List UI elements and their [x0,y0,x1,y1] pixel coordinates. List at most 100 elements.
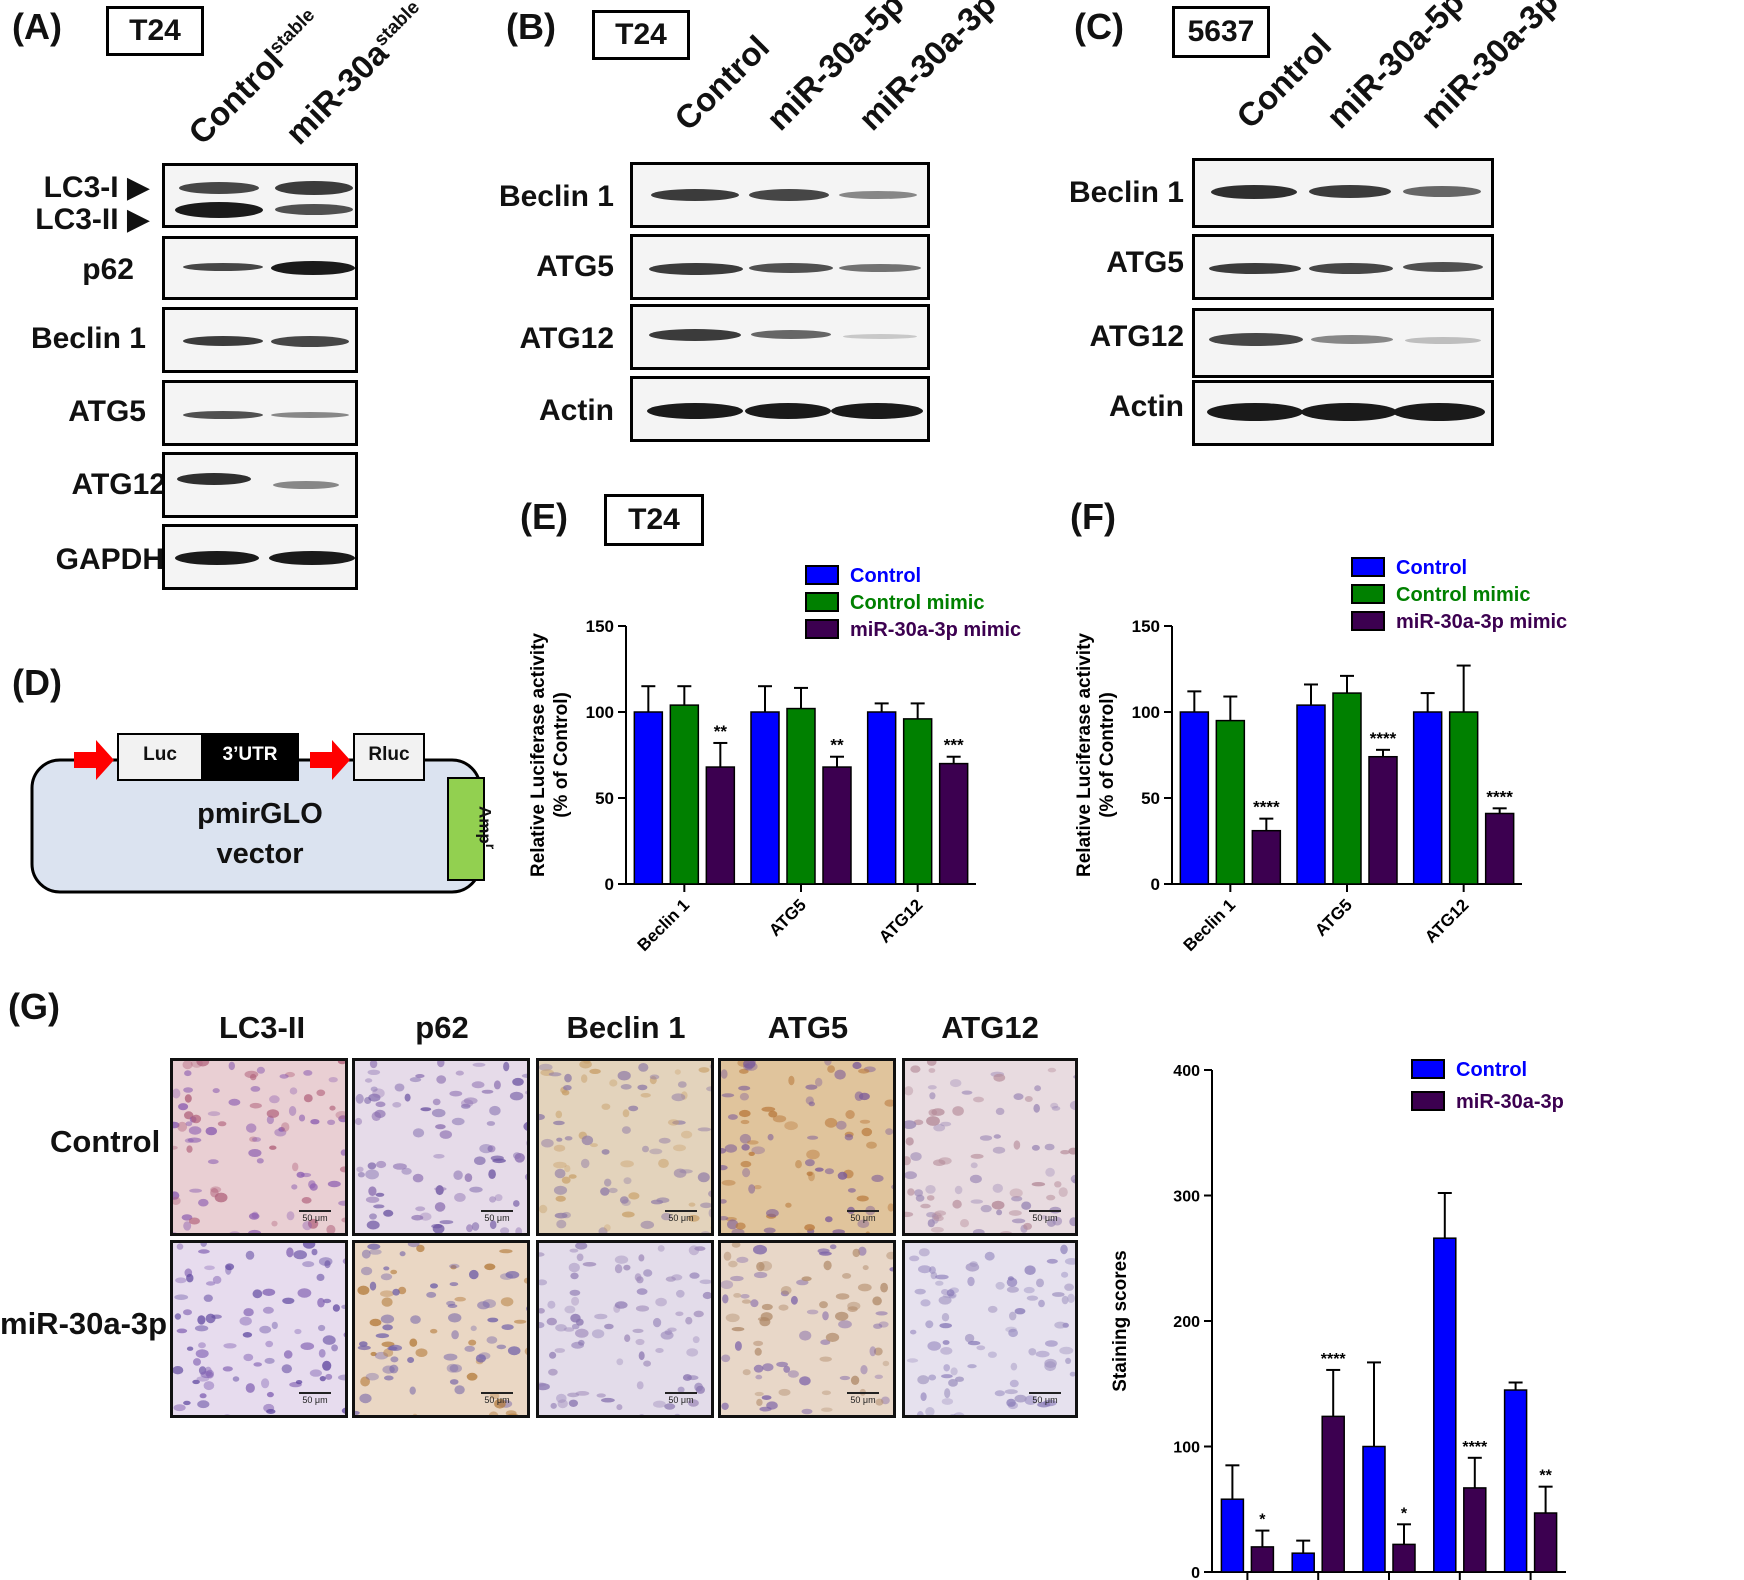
panel-a-blot-atg12 [162,452,358,518]
panel-a-protein-lc3-i: LC3-I ▶ [43,171,150,204]
chart-f-legend-label: Control mimic [1396,584,1530,606]
ihc-image-control-p62: 50 μm [352,1058,530,1236]
ihc-image-control-atg5: 50 μm [718,1058,896,1236]
panel-g-label: (G) [8,986,60,1027]
chart-f-significance: **** [1253,798,1280,817]
panel-a-blot-atg5 [162,380,358,446]
chart-f-legend-swatch [1351,584,1385,604]
chart-e-ytick-label: 0 [605,875,614,894]
panel-e-cell-line: T24 [604,494,704,546]
scale-bar: 50 μm [481,1392,513,1405]
chart-e-legend-label: Control mimic [850,592,984,614]
ihc-image-control-atg12: 50 μm [902,1058,1078,1236]
panel-b-blot-actin [630,376,930,442]
chart-f-bar-atg12-control [1412,711,1443,885]
chart-f-ytick-label: 50 [1141,789,1160,808]
panel-c-protein-atg12: ATG12 [1089,320,1184,353]
chart-e-bar-atg12-mir-30a-3p-mimic [938,762,969,885]
chart-g-significance: ** [1539,1468,1552,1485]
scale-bar: 50 μm [481,1210,513,1223]
chart-g-ytick-label: 300 [1173,1189,1200,1206]
chart-g-bar-beclin-1-control [1362,1445,1386,1573]
promoter-arrow-2-icon [310,740,350,780]
chart-e-significance: *** [944,736,964,755]
ihc-image-mir-30a-3p-atg12: 50 μm [902,1240,1078,1418]
panel-b-blot-beclin1 [630,162,930,228]
chart-g-bar-atg5-mir-30a-3p [1463,1487,1487,1573]
chart-f-bar-atg12-mir-30a-3p-mimic [1484,812,1515,885]
panel-a-protein-gapdh: GAPDH [55,543,164,576]
panel-e-label: (E) [520,496,568,537]
panel-a-protein-lc3-ii: LC3-II ▶ [35,203,150,236]
chart-e-significance: ** [714,722,728,741]
chart-f-legend-swatch [1351,557,1385,577]
chart-g-bar-atg5-control [1433,1237,1457,1573]
chart-f-ylabel: Relative Luciferase activity (% of Contro… [1074,633,1118,877]
chart-e-xtick-label: Beclin 1 [634,895,694,955]
chart-f-ytick-label: 0 [1151,875,1160,894]
chart-g-bar-lc3-ii-control [1220,1498,1245,1573]
panel-a-protein-beclin1: Beclin 1 [30,322,146,355]
chart-e-legend-swatch [805,565,839,585]
panel-b-blot-atg5 [630,234,930,300]
chart-g-bar-beclin-1-mir-30a-3p [1392,1543,1416,1573]
panel-c-label: (C) [1074,6,1124,47]
panel-b-cell-line: T24 [592,10,690,60]
vector-name: pmirGLO vector [197,798,323,870]
scale-bar: 50 μm [1029,1210,1061,1223]
scale-bar: 50 μm [299,1210,331,1223]
panel-f-label: (F) [1070,496,1116,537]
chart-e-legend-swatch [805,619,839,639]
chart-g-significance: * [1259,1512,1266,1529]
chart-f-significance: **** [1486,787,1513,806]
chart-f-bar-atg5-control [1296,704,1326,885]
panel-b-protein-beclin1: Beclin 1 [498,180,614,213]
panel-c-cell-line: 5637 [1172,6,1270,58]
panel-b-label: (B) [506,6,556,47]
amp-resistance-label: Ampr [475,806,498,850]
chart-f-bar-beclin-1-control-mimic [1215,719,1246,885]
ihc-row-mir30a-3p: miR-30a-3p [0,1306,168,1341]
chart-e-bar-atg12-control-mimic [902,718,933,885]
promoter-arrow-1-icon [74,740,114,780]
chart-e-luciferase-t24: 0 50 100 150 Relative Luciferase activity (% … [528,565,1021,955]
chart-f-significance: **** [1370,729,1397,748]
chart-g-bar-lc3-ii-mir-30a-3p [1250,1546,1275,1573]
chart-e-bar-atg5-control [750,711,780,885]
chart-f-xtick-label: ATG12 [1421,895,1472,946]
chart-f-bar-atg12-control-mimic [1448,711,1479,885]
ihc-col-atg5: ATG5 [767,1010,849,1045]
chart-g-ytick-label: 400 [1173,1063,1200,1080]
scale-bar: 50 μm [1029,1392,1061,1405]
chart-f-ytick-label: 150 [1132,617,1160,636]
chart-e-bar-atg5-mir-30a-3p-mimic [822,766,852,885]
panel-a-blot-lc3 [162,163,358,228]
chart-g-legend-swatch [1411,1059,1445,1079]
chart-g-significance: **** [1462,1439,1488,1456]
utr-segment-label: 3’UTR [222,744,278,765]
panel-b-protein-atg12: ATG12 [519,322,614,355]
chart-f-bar-beclin-1-mir-30a-3p-mimic [1251,829,1282,885]
panel-c-protein-actin: Actin [1109,390,1184,423]
chart-e-bar-atg5-control-mimic [786,707,816,885]
ihc-col-beclin1: Beclin 1 [566,1010,686,1045]
pmirglo-vector-diagram [30,733,485,894]
scale-bar: 50 μm [665,1210,697,1223]
luc-segment-label: Luc [143,744,177,765]
chart-g-legend-label: miR-30a-3p [1456,1091,1564,1113]
chart-e-bar-atg12-control [866,711,897,885]
ihc-image-mir-30a-3p-atg5: 50 μm [718,1240,896,1418]
chart-e-significance: ** [830,736,844,755]
chart-f-legend-label: Control [1396,557,1467,579]
panel-d-label: (D) [12,662,62,703]
ihc-row-control: Control [50,1124,161,1159]
scale-bar: 50 μm [665,1392,697,1405]
panel-c-blot-atg5 [1192,234,1494,300]
chart-f-legend-label: miR-30a-3p mimic [1396,611,1567,633]
panel-b-blot-atg12 [630,304,930,370]
panel-a-protein-atg5: ATG5 [68,395,146,428]
panel-a-blot-beclin1 [162,307,358,373]
panel-a-protein-atg12: ATG12 [71,468,166,501]
ihc-image-control-beclin-1: 50 μm [536,1058,714,1236]
chart-g-legend-label: Control [1456,1059,1527,1081]
